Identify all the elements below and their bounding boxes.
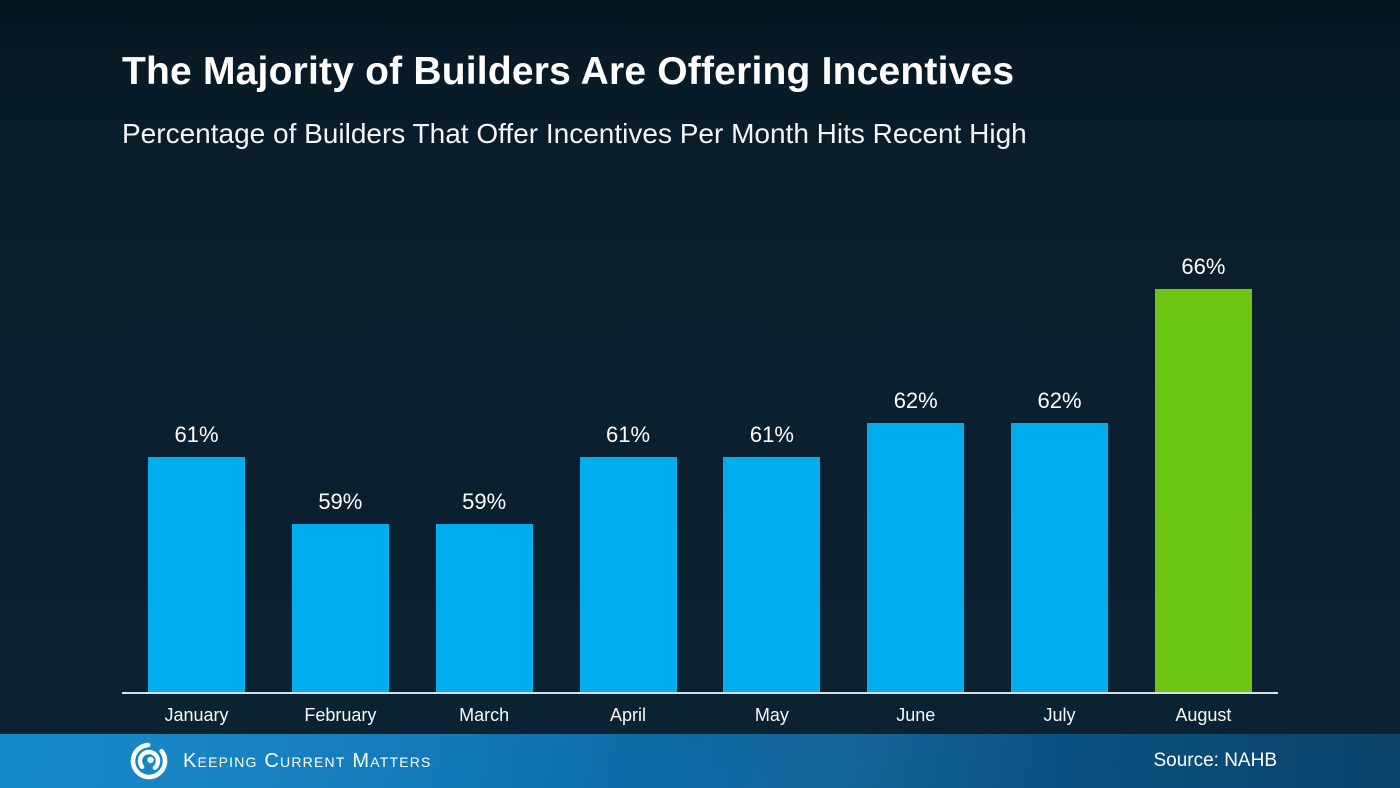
bar-column-february: 59% bbox=[291, 489, 389, 692]
bars-row: 61% 59% 59% 61% 61% 62% 62% 66% bbox=[122, 224, 1278, 692]
x-axis-label-january: January bbox=[164, 705, 229, 725]
source-label: Source: NAHB bbox=[1153, 750, 1277, 771]
bar-column-january: 61% bbox=[148, 422, 245, 692]
bar-january bbox=[148, 457, 245, 692]
bar-august bbox=[1154, 289, 1252, 692]
bar-april bbox=[579, 457, 677, 692]
x-axis-label-february: February bbox=[304, 705, 377, 725]
x-axis-label-july: July bbox=[1043, 705, 1076, 725]
bar-column-march: 59% bbox=[435, 489, 533, 692]
bar-february bbox=[291, 524, 389, 692]
plot-area: 61% 59% 59% 61% 61% 62% 62% 66% bbox=[122, 224, 1278, 694]
x-axis-label-may: May bbox=[754, 705, 789, 725]
x-axis-label-march: March bbox=[459, 705, 510, 725]
bar-value-label-august: 66% bbox=[1181, 254, 1226, 279]
x-axis-label-august: August bbox=[1175, 705, 1232, 725]
bar-value-label-april: 61% bbox=[606, 422, 651, 447]
footer-bar: Keeping Current Matters Source: NAHB bbox=[0, 734, 1400, 788]
bar-july bbox=[1011, 423, 1109, 692]
brand-name: Keeping Current Matters bbox=[183, 749, 432, 772]
bar-june bbox=[867, 423, 965, 692]
bar-value-label-july: 62% bbox=[1037, 388, 1082, 413]
bar-march bbox=[435, 524, 533, 692]
bar-value-label-february: 59% bbox=[318, 489, 363, 514]
x-axis-label-june: June bbox=[896, 705, 936, 725]
header: The Majority of Builders Are Offering In… bbox=[0, 0, 1400, 150]
chart-subtitle: Percentage of Builders That Offer Incent… bbox=[122, 118, 1027, 149]
bar-value-label-january: 61% bbox=[174, 422, 219, 447]
bar-column-april: 61% bbox=[579, 422, 677, 692]
bar-value-label-may: 61% bbox=[749, 422, 794, 447]
bar-value-label-june: 62% bbox=[893, 388, 938, 413]
bar-may bbox=[723, 457, 821, 692]
x-axis-label-april: April bbox=[610, 705, 647, 725]
bar-chart: 61% 59% 59% 61% 61% 62% 62% 66% January February… bbox=[122, 224, 1278, 727]
brand: Keeping Current Matters bbox=[128, 740, 432, 782]
bar-column-june: 62% bbox=[867, 388, 965, 692]
bar-column-july: 62% bbox=[1011, 388, 1109, 692]
chart-title: The Majority of Builders Are Offering In… bbox=[122, 50, 1015, 93]
kcm-swirl-icon bbox=[130, 742, 168, 780]
bar-column-may: 61% bbox=[723, 422, 821, 692]
bar-value-label-march: 59% bbox=[462, 489, 507, 514]
x-axis-labels: January February March April May June July Augu… bbox=[122, 694, 1278, 727]
bar-column-august: 66% bbox=[1154, 254, 1252, 692]
